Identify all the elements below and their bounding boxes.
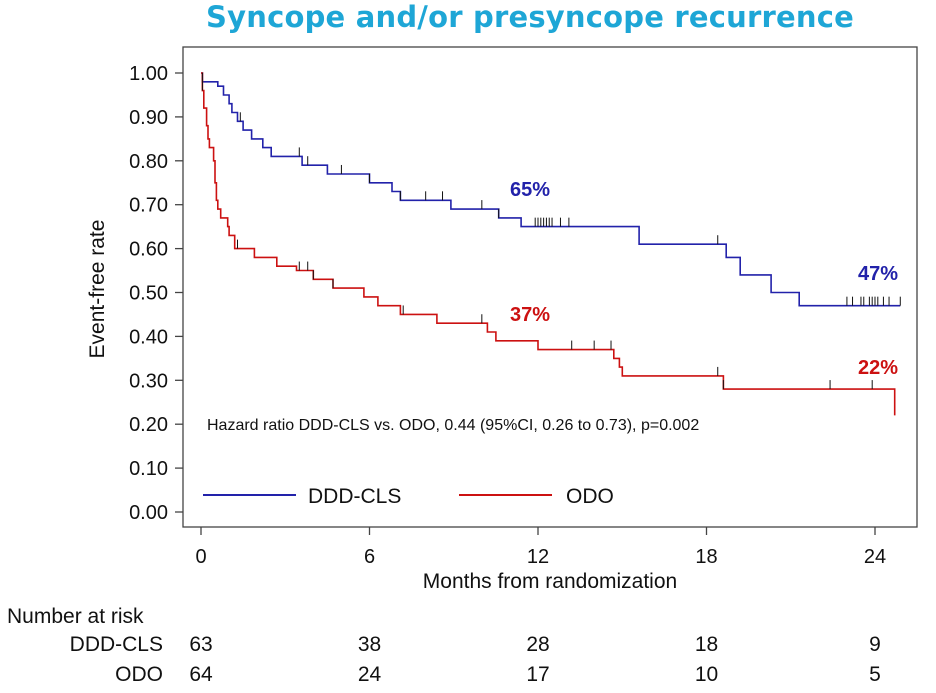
x-tick-label: 6: [364, 546, 375, 568]
series-layer: [201, 72, 901, 416]
y-axis: 0.00 0.10 0.20 0.30 0.40 0.50 0.60 0.70 0.80 0.90…: [129, 63, 183, 524]
y-axis-title: Event-free rate: [86, 220, 109, 359]
odo-mid-label: 37%: [510, 304, 550, 326]
y-tick-label: 0.30: [129, 370, 168, 392]
risk-value: 28: [526, 633, 549, 656]
risk-value: 5: [869, 663, 881, 686]
risk-value: 24: [358, 663, 382, 686]
risk-value: 64: [189, 663, 213, 686]
plot-frame: [182, 46, 918, 528]
censor-layer: [201, 72, 901, 390]
risk-table: DDD-CLS 63 38 28 18 9 ODO 64 24 17 10 5: [70, 633, 881, 686]
risk-value: 18: [695, 633, 718, 656]
risk-table-title: Number at risk: [7, 605, 144, 628]
y-tick-label: 0.40: [129, 326, 168, 348]
hazard-ratio-annotation: Hazard ratio DDD-CLS vs. ODO, 0.44 (95%C…: [207, 417, 699, 434]
y-tick-label: 1.00: [129, 63, 168, 85]
x-tick-label: 0: [195, 546, 206, 568]
series-line-odo: [201, 72, 896, 416]
y-tick-label: 0.60: [129, 239, 168, 261]
risk-row-label: ODO: [115, 663, 163, 686]
y-tick-label: 0.20: [129, 414, 168, 436]
risk-value: 63: [189, 633, 212, 656]
x-tick-label: 12: [527, 546, 549, 568]
y-tick-label: 0.90: [129, 107, 168, 129]
legend-label-ddd-cls: DDD-CLS: [308, 485, 401, 508]
x-tick-label: 24: [864, 546, 886, 568]
risk-value: 9: [869, 633, 881, 656]
risk-row-label: DDD-CLS: [70, 633, 163, 656]
y-tick-label: 0.70: [129, 195, 168, 217]
odo-end-label: 22%: [858, 357, 898, 379]
risk-value: 38: [358, 633, 381, 656]
risk-value: 10: [695, 663, 718, 686]
y-tick-label: 0.00: [129, 502, 168, 524]
y-tick-label: 0.80: [129, 151, 168, 173]
x-axis-title: Months from randomization: [423, 570, 677, 593]
x-tick-label: 18: [695, 546, 717, 568]
legend-label-odo: ODO: [566, 485, 614, 508]
x-axis: 0 6 12 18 24: [195, 527, 886, 568]
ddd-cls-mid-label: 65%: [510, 179, 550, 201]
risk-value: 17: [526, 663, 549, 686]
y-tick-label: 0.50: [129, 283, 168, 305]
chart-title: Syncope and/or presyncope recurrence: [206, 0, 854, 34]
legend: DDD-CLS ODO: [203, 485, 614, 508]
y-tick-label: 0.10: [129, 458, 168, 480]
ddd-cls-end-label: 47%: [858, 263, 898, 285]
series-line-ddd-cls: [201, 72, 901, 307]
